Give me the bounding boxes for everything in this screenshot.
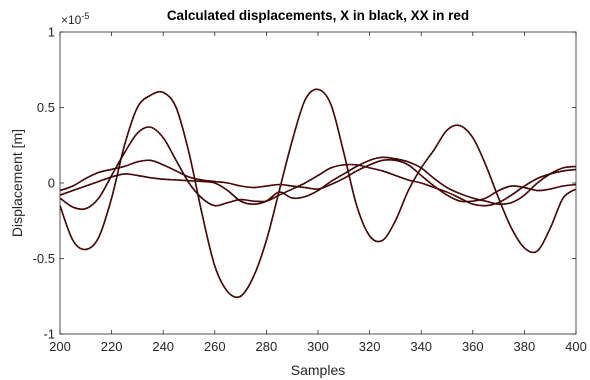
y-tick-label: 0	[48, 176, 55, 191]
x-tick-label: 300	[307, 339, 329, 354]
x-tick-label: 260	[204, 339, 226, 354]
x-tick-label: 220	[101, 339, 123, 354]
x-tick-label: 400	[565, 339, 587, 354]
series-1-xx-line	[60, 156, 576, 205]
y-exponent-base: ×10	[61, 13, 82, 27]
x-tick-label: 360	[462, 339, 484, 354]
x-tick-label: 200	[49, 339, 71, 354]
y-exponent-label: ×10-5	[61, 11, 89, 27]
chart-title: Calculated displacements, X in black, XX…	[167, 8, 469, 23]
series-2-xx-line	[60, 88, 576, 298]
y-tick-label: 0.5	[37, 100, 55, 115]
x-axis-label: Samples	[291, 362, 345, 378]
x-tick-label: 340	[410, 339, 432, 354]
y-tick-label: -0.5	[33, 251, 55, 266]
x-tick-label: 280	[256, 339, 278, 354]
axes-box	[59, 31, 577, 335]
y-tick-label: 1	[48, 25, 55, 40]
y-axis-label: Displacement [m]	[9, 129, 25, 237]
plot-area: 200 220 240 260 280 300 320 340 360 380 400 -1 -0.5 0…	[33, 25, 587, 355]
x-tick-label: 240	[152, 339, 174, 354]
x-tick-label: 380	[514, 339, 536, 354]
y-tick-label: -1	[43, 327, 55, 342]
x-tick-label: 320	[359, 339, 381, 354]
series-3-xx-line	[60, 126, 576, 210]
series-4-xx-line	[60, 159, 576, 203]
y-exponent-power: -5	[81, 11, 89, 21]
